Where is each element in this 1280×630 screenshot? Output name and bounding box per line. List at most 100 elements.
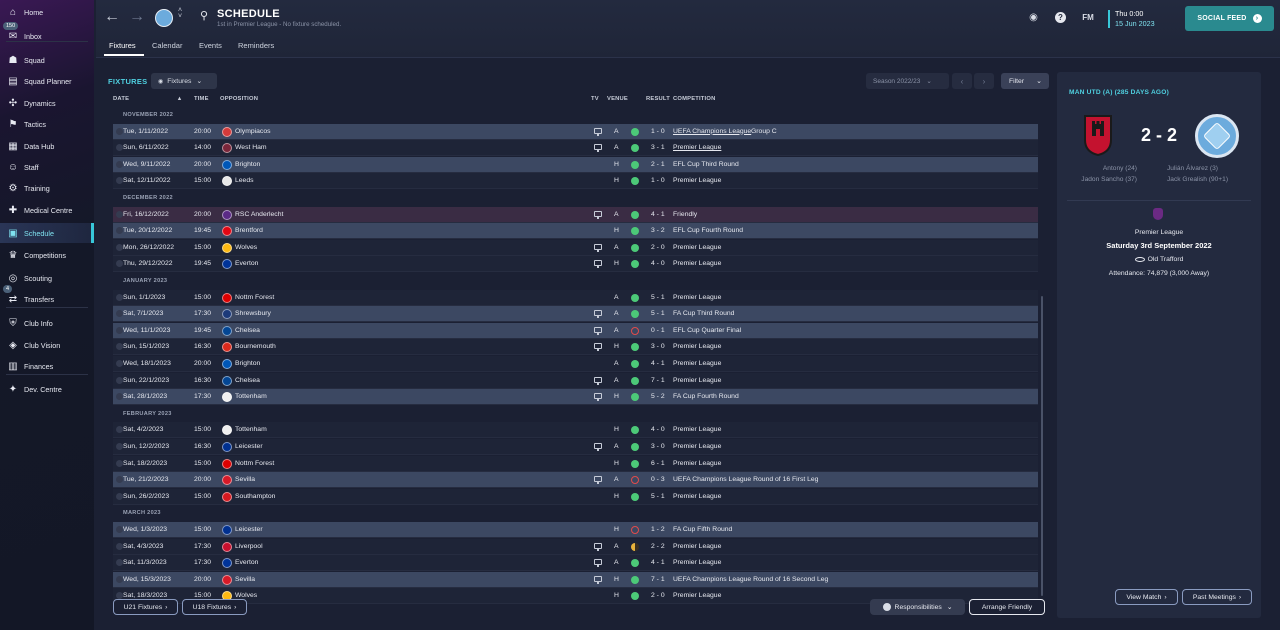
table-row[interactable]: Sat, 4/3/2023 17:30 Liverpool A 2 - 2 Premier… — [113, 538, 1038, 555]
last-match-header[interactable]: MAN UTD (A) (285 DAYS AGO) — [1069, 89, 1169, 96]
table-row[interactable]: Wed, 9/11/2022 20:00 Brighton H 2 - 1 EFL Cup… — [113, 156, 1038, 173]
club-switch-chevron-icon[interactable]: ˄ ˅ — [178, 7, 183, 20]
opponent-name[interactable]: Everton — [235, 260, 259, 268]
select-checkbox[interactable] — [116, 376, 123, 384]
fixture-competition[interactable]: EFL Cup Fourth Round — [673, 227, 744, 235]
fixture-score[interactable]: 5 - 1 — [651, 492, 665, 500]
table-row[interactable]: Wed, 11/1/2023 19:45 Chelsea A 0 - 1 EFL Cup … — [113, 322, 1038, 339]
sidebar-item-medical-centre[interactable]: ✚ Medical Centre — [0, 200, 94, 220]
table-row[interactable]: Tue, 21/2/2023 20:00 Sevilla A 0 - 3 UEFA Cha… — [113, 472, 1038, 489]
col-competition[interactable]: COMPETITION — [673, 96, 716, 102]
sidebar-item-data-hub[interactable]: ▦ Data Hub — [0, 136, 94, 156]
opponent-name[interactable]: Brentford — [235, 227, 263, 235]
fixture-score[interactable]: 0 - 3 — [651, 476, 665, 484]
table-row[interactable]: Wed, 18/1/2023 20:00 Brighton A 4 - 1 Premier… — [113, 356, 1038, 372]
responsibilities-button[interactable]: Responsibilities ⌄ — [870, 599, 965, 615]
fm-icon[interactable]: FM — [1082, 13, 1094, 22]
table-row[interactable]: Sat, 28/1/2023 17:30 Tottenham H 5 - 2 FA Cup… — [113, 389, 1038, 406]
away-scorer[interactable]: Julián Álvarez (3) — [1167, 165, 1218, 172]
opponent-name[interactable]: Leicester — [235, 526, 263, 533]
u21-fixtures-button[interactable]: U21 Fixtures › — [113, 599, 178, 615]
col-opposition[interactable]: OPPOSITION — [220, 96, 259, 102]
prev-season-button[interactable]: ‹ — [952, 73, 972, 89]
fixture-score[interactable]: 3 - 0 — [651, 343, 665, 351]
sidebar-item-tactics[interactable]: ⚑ Tactics — [0, 114, 94, 134]
fixture-competition[interactable]: FA Cup Third Round — [673, 310, 735, 318]
sidebar-item-club-vision[interactable]: ◈ Club Vision — [0, 335, 94, 355]
match-competition[interactable]: Premier League — [1134, 229, 1184, 236]
fixture-competition[interactable]: Premier League — [673, 144, 722, 152]
sidebar-item-dynamics[interactable]: ✣ Dynamics — [0, 93, 94, 113]
tab-reminders[interactable]: Reminders — [238, 41, 275, 50]
table-row[interactable]: Sun, 26/2/2023 15:00 Southampton H 5 - 1 Prem… — [113, 488, 1038, 505]
fixture-competition[interactable]: FA Cup Fourth Round — [673, 393, 739, 401]
fixture-competition[interactable]: EFL Cup Quarter Final — [673, 326, 742, 334]
fixture-competition[interactable]: Premier League — [673, 559, 722, 567]
table-row[interactable]: Sun, 12/2/2023 16:30 Leicester A 3 - 0 Premie… — [113, 439, 1038, 455]
select-checkbox[interactable] — [116, 459, 123, 467]
opponent-name[interactable]: Southampton — [235, 492, 276, 500]
select-checkbox[interactable] — [116, 243, 123, 251]
fixture-score[interactable]: 2 - 1 — [651, 160, 665, 168]
fixture-competition[interactable]: FA Cup Fifth Round — [673, 526, 733, 533]
world-icon[interactable]: ◉ — [1029, 12, 1038, 23]
fixture-competition[interactable]: Friendly — [673, 210, 698, 218]
select-checkbox[interactable] — [116, 260, 123, 268]
fixture-score[interactable]: 1 - 0 — [651, 177, 665, 185]
search-icon[interactable]: ⚲ — [200, 10, 209, 22]
opponent-name[interactable]: Nottm Forest — [235, 459, 275, 467]
home-scorer[interactable]: Antony (24) — [1102, 165, 1137, 172]
fixture-competition[interactable]: Premier League — [673, 260, 722, 268]
select-checkbox[interactable] — [116, 592, 123, 600]
select-checkbox[interactable] — [116, 492, 123, 500]
col-date[interactable]: DATE — [113, 96, 130, 102]
select-checkbox[interactable] — [116, 542, 123, 550]
opponent-name[interactable]: Leicester — [235, 443, 263, 450]
fixture-score[interactable]: 5 - 1 — [651, 293, 665, 301]
select-checkbox[interactable] — [116, 144, 123, 152]
opponent-name[interactable]: Chelsea — [235, 326, 260, 334]
select-checkbox[interactable] — [116, 559, 123, 567]
select-checkbox[interactable] — [116, 293, 123, 301]
opponent-name[interactable]: Brighton — [235, 360, 261, 367]
sidebar-item-squad-planner[interactable]: ▤ Squad Planner — [0, 71, 94, 91]
sidebar-item-competitions[interactable]: ♛ Competitions — [0, 245, 94, 265]
select-checkbox[interactable] — [116, 177, 123, 185]
current-time[interactable]: Thu 0:00 — [1115, 9, 1144, 18]
table-row[interactable]: Sat, 18/2/2023 15:00 Nottm Forest H 6 - 1 Pre… — [113, 455, 1038, 472]
current-date[interactable]: 15 Jun 2023 — [1115, 19, 1155, 28]
opponent-name[interactable]: Liverpool — [235, 542, 263, 550]
table-row[interactable]: Wed, 1/3/2023 15:00 Leicester H 1 - 2 FA Cup … — [113, 522, 1038, 538]
opponent-name[interactable]: Everton — [235, 559, 259, 567]
opponent-name[interactable]: Wolves — [235, 592, 258, 600]
col-venue[interactable]: VENUE — [607, 96, 628, 102]
fixture-competition[interactable]: EFL Cup Third Round — [673, 160, 739, 168]
stadium-name[interactable]: Old Trafford — [1147, 256, 1184, 263]
opponent-name[interactable]: Tottenham — [235, 426, 267, 434]
sidebar-item-squad[interactable]: ☗ Squad — [0, 50, 94, 70]
fixture-competition[interactable]: Premier League — [673, 360, 722, 367]
fixture-score[interactable]: 1 - 2 — [651, 526, 665, 533]
sidebar-item-transfers[interactable]: ⇄ Transfers 4 — [0, 285, 94, 309]
opponent-name[interactable]: Bournemouth — [235, 343, 276, 351]
club-crest-icon[interactable] — [155, 9, 173, 27]
tab-events[interactable]: Events — [199, 41, 222, 50]
fixture-score[interactable]: 4 - 1 — [651, 210, 665, 218]
man-city-crest-icon[interactable] — [1195, 114, 1239, 158]
table-row[interactable]: Sun, 1/1/2023 15:00 Nottm Forest A 5 - 1 Prem… — [113, 289, 1038, 306]
col-tv[interactable]: TV — [591, 96, 599, 102]
past-meetings-button[interactable]: Past Meetings › — [1182, 589, 1252, 605]
fixture-score[interactable]: 4 - 0 — [651, 260, 665, 268]
table-row[interactable]: Sat, 12/11/2022 15:00 Leeds H 1 - 0 Premier L… — [113, 173, 1038, 190]
table-row[interactable]: Sun, 6/11/2022 14:00 West Ham A 3 - 1 Premier… — [113, 140, 1038, 157]
select-checkbox[interactable] — [116, 227, 123, 235]
fixture-score[interactable]: 7 - 1 — [651, 376, 665, 384]
social-feed-button[interactable]: SOCIAL FEED › — [1185, 6, 1274, 31]
table-row[interactable]: Sat, 18/3/2023 15:00 Wolves H 2 - 0 Premier L… — [113, 588, 1038, 605]
fixture-score[interactable]: 2 - 0 — [651, 592, 665, 600]
help-icon[interactable]: ? — [1055, 12, 1066, 23]
next-season-button[interactable]: › — [974, 73, 994, 89]
sidebar-item-training[interactable]: ⚙ Training — [0, 178, 94, 198]
fixture-competition[interactable]: Premier League — [673, 243, 722, 251]
fixture-score[interactable]: 2 - 2 — [651, 542, 665, 550]
